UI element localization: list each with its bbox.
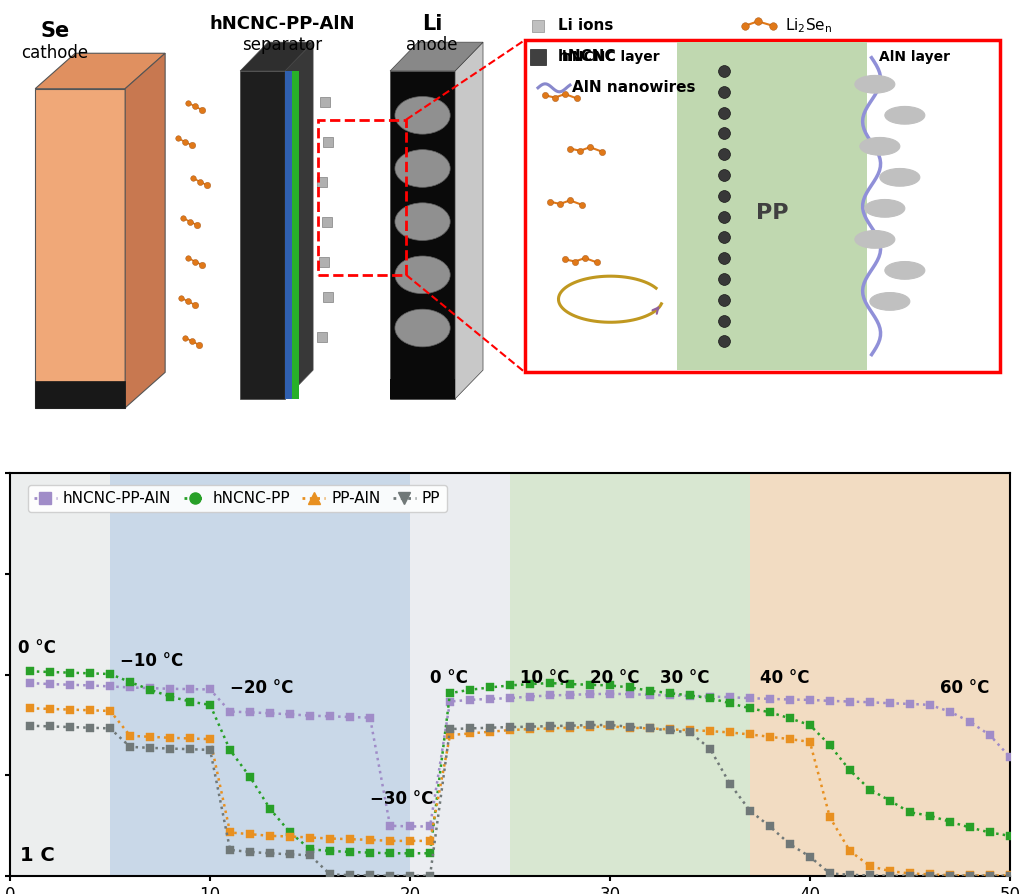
Bar [749, 473, 1009, 876]
Polygon shape [389, 379, 454, 399]
Text: 40 °C: 40 °C [759, 669, 809, 687]
Text: separator: separator [242, 37, 322, 55]
Text: Se: Se [41, 21, 69, 41]
Polygon shape [125, 54, 165, 408]
Ellipse shape [394, 149, 449, 188]
Circle shape [854, 75, 894, 93]
Bar [677, 42, 866, 370]
Text: 0 °C: 0 °C [18, 639, 56, 657]
Text: 10 °C: 10 °C [520, 669, 569, 687]
Text: AlN nanowires: AlN nanowires [572, 80, 695, 96]
Bar [318, 120, 406, 274]
Legend: hNCNC-PP-AlN, hNCNC-PP, PP-AlN, PP: hNCNC-PP-AlN, hNCNC-PP, PP-AlN, PP [28, 485, 446, 512]
Circle shape [869, 292, 909, 310]
Polygon shape [35, 54, 165, 89]
Text: Li ions: Li ions [557, 18, 612, 33]
Ellipse shape [394, 203, 449, 240]
Bar [10, 473, 110, 876]
Bar [410, 473, 510, 876]
Polygon shape [284, 42, 313, 399]
Text: 0 °C: 0 °C [430, 669, 468, 687]
Text: $\mathrm{Li_2Se_n}$: $\mathrm{Li_2Se_n}$ [785, 16, 832, 35]
Polygon shape [454, 42, 483, 399]
Polygon shape [239, 71, 284, 399]
Circle shape [854, 231, 894, 249]
Polygon shape [35, 89, 125, 408]
Text: cathode: cathode [21, 45, 89, 63]
FancyBboxPatch shape [525, 40, 999, 372]
Text: AlN layer: AlN layer [878, 50, 949, 63]
Polygon shape [35, 381, 125, 408]
Text: −20 °C: −20 °C [230, 679, 293, 697]
Text: 30 °C: 30 °C [659, 669, 709, 687]
Bar [510, 473, 749, 876]
Text: PP: PP [755, 203, 788, 223]
Text: hNCNC-PP-AlN: hNCNC-PP-AlN [209, 15, 355, 33]
Circle shape [864, 199, 904, 217]
Ellipse shape [394, 309, 449, 347]
Text: Li: Li [422, 14, 442, 35]
Text: −30 °C: −30 °C [370, 790, 433, 808]
Polygon shape [389, 71, 454, 399]
Circle shape [883, 106, 924, 124]
Polygon shape [389, 42, 483, 71]
Circle shape [879, 168, 919, 186]
Text: 1 C: 1 C [20, 847, 55, 865]
Ellipse shape [394, 97, 449, 134]
Bar [110, 473, 410, 876]
Polygon shape [284, 71, 291, 399]
Polygon shape [291, 71, 299, 399]
Text: −10 °C: −10 °C [120, 653, 183, 670]
Ellipse shape [394, 256, 449, 293]
Text: anode: anode [406, 37, 458, 55]
Polygon shape [239, 42, 313, 71]
Text: 60 °C: 60 °C [938, 679, 988, 697]
Circle shape [859, 138, 899, 156]
Text: 20 °C: 20 °C [589, 669, 639, 687]
Text: hNCNC layer: hNCNC layer [561, 50, 658, 63]
Text: hNCNC: hNCNC [557, 49, 616, 64]
Circle shape [883, 262, 924, 279]
